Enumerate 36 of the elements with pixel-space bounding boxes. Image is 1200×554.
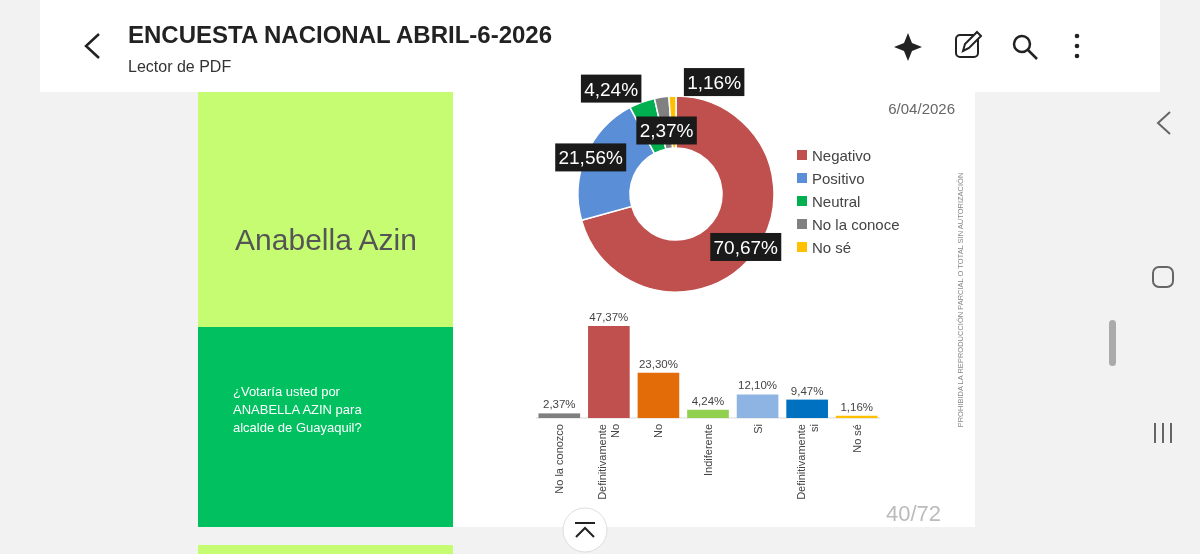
legend-label: No sé — [812, 239, 852, 256]
data-label: 23,30% — [638, 357, 678, 370]
bar — [786, 399, 828, 418]
data-label: 2,37% — [542, 398, 576, 411]
data-label: 4,24% — [691, 394, 725, 407]
x-tick-label: No sé — [850, 424, 863, 453]
bar — [588, 326, 630, 418]
text: 40/72 — [885, 501, 941, 526]
x-tick-label: Definitivamente No — [596, 424, 622, 500]
x-tick-label: No — [652, 424, 665, 439]
data-label: 12,10% — [738, 379, 778, 392]
data-label: 21,56% — [558, 147, 624, 169]
x-tick-label: Definitivamente si — [794, 424, 820, 500]
data-label: 4,24% — [584, 78, 639, 100]
data-label: 70,67% — [713, 236, 779, 258]
x-tick-label: Indiferente — [702, 424, 714, 476]
legend-label: Neutral — [812, 193, 861, 210]
data-label: 9,47% — [790, 384, 824, 397]
data-label: 1,16% — [840, 400, 874, 413]
text: Anabella Azin — [235, 223, 417, 256]
x-tick-label: Si — [751, 424, 764, 434]
legend-label: Negativo — [812, 147, 872, 164]
text: Lector de PDF — [128, 58, 232, 75]
bar — [687, 409, 729, 418]
text: ¿Votaría usted por ANABELLA AZIN para alcalde de Guayaquil? — [233, 384, 363, 435]
legend-label: Positivo — [812, 170, 865, 187]
legend-label: No la conoce — [812, 216, 900, 233]
bar — [637, 372, 680, 418]
data-label: 47,37% — [589, 311, 629, 323]
data-label: 2,37% — [639, 120, 694, 142]
bar — [538, 413, 581, 418]
text: 6/04/2026 — [888, 100, 955, 117]
text: ENCUESTA NACIONAL ABRIL-6-2026 — [128, 21, 553, 48]
data-label: 1,16% — [687, 72, 742, 94]
bar — [736, 394, 779, 418]
x-tick-label: No la conozco — [553, 424, 566, 494]
